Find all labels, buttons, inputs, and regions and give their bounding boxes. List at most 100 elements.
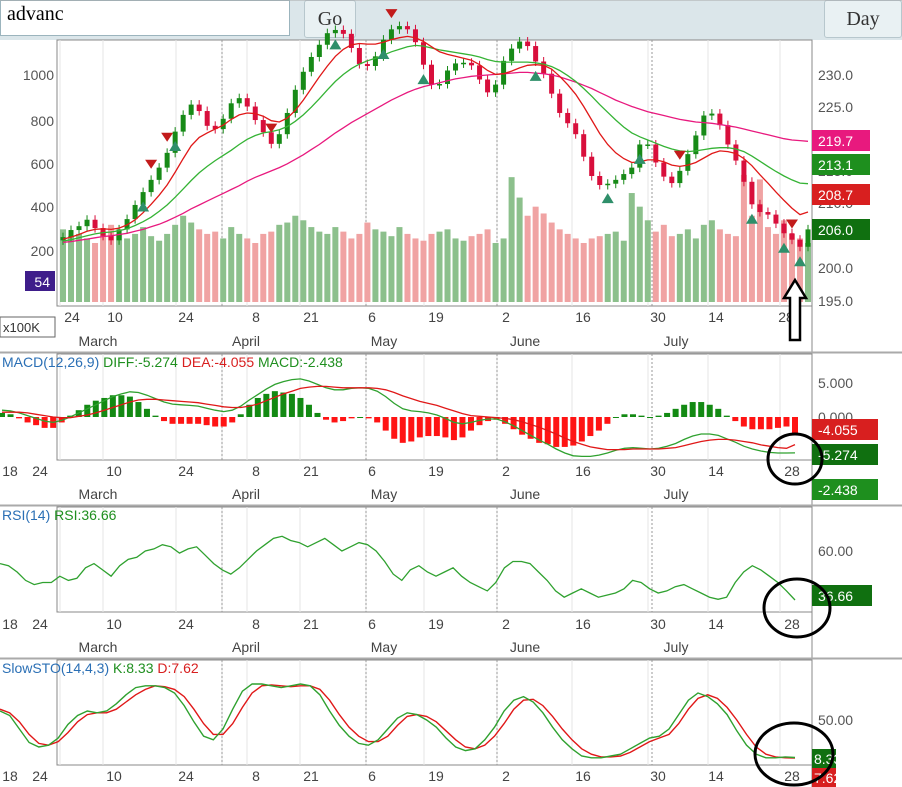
- macd-histogram-bar: [408, 417, 415, 442]
- volume-tick-label: 800: [31, 113, 55, 129]
- date-tick-label: 14: [708, 309, 724, 325]
- buy-signal-marker: [601, 193, 614, 204]
- stochastic-badge-value: 8.33: [814, 751, 841, 767]
- month-label: July: [664, 486, 689, 502]
- macd-lines: [1, 378, 796, 458]
- macd-histogram-bar: [425, 417, 432, 437]
- volume-bar: [788, 233, 795, 302]
- date-tick-label: 6: [368, 768, 376, 784]
- candle-body: [324, 33, 330, 45]
- macd-histogram-bar: [476, 417, 483, 426]
- volume-bar: [116, 233, 123, 302]
- macd-histogram-bar: [24, 417, 31, 423]
- date-tick-label: 18: [2, 463, 18, 479]
- macd-legend-item: DIFF:-5.274: [103, 354, 182, 370]
- macd-histogram-bar: [323, 417, 330, 420]
- macd-histogram-bar: [212, 417, 219, 427]
- macd-histogram-bar: [757, 417, 764, 430]
- volume-bar: [612, 231, 619, 302]
- date-tick-label: 24: [178, 768, 194, 784]
- candle-body: [420, 42, 426, 65]
- candle-body: [220, 118, 226, 130]
- date-tick-label: 8: [252, 616, 260, 632]
- macd-histogram-bar: [672, 408, 679, 417]
- date-tick-label: 6: [368, 309, 376, 325]
- month-label: May: [371, 333, 397, 349]
- volume-bar: [332, 227, 339, 302]
- go-button[interactable]: Go: [304, 0, 356, 38]
- volume-bar: [380, 231, 387, 302]
- macd-histogram-bar: [783, 417, 790, 427]
- volume-bar: [796, 238, 803, 302]
- candle-body: [469, 62, 475, 66]
- date-tick-label: 10: [106, 463, 122, 479]
- rsi-title: RSI(14): [2, 507, 54, 523]
- macd-histogram-bar: [7, 414, 14, 417]
- volume-bar: [316, 231, 323, 302]
- volume-bar: [196, 229, 203, 302]
- date-tick-label: 21: [303, 309, 319, 325]
- volume-bar: [548, 222, 555, 302]
- candle-body: [292, 89, 298, 113]
- date-tick-label: 21: [303, 463, 319, 479]
- volume-bar: [620, 240, 627, 302]
- candle-body: [557, 93, 563, 113]
- candle-body: [629, 167, 635, 175]
- date-tick-label: 19: [428, 616, 444, 632]
- volume-bar: [252, 242, 259, 302]
- date-tick-label: 14: [708, 463, 724, 479]
- stochastic-legend: SlowSTO(14,4,3) K:8.33 D:7.62: [2, 660, 199, 676]
- buy-signal-marker: [777, 242, 790, 253]
- macd-histogram-bar: [638, 415, 645, 417]
- candle-body: [156, 167, 162, 180]
- volume-bar: [292, 215, 299, 302]
- circle-annotation-macd: [766, 432, 824, 486]
- price-date-ticks: 24 10 24 8 21 6 19 2 16 30 14 28: [64, 309, 794, 325]
- macd-histogram-bar: [126, 396, 133, 417]
- macd-badge-box: [812, 479, 878, 500]
- macd-histogram-bar: [169, 417, 176, 424]
- candle-body: [244, 98, 250, 107]
- macd-histogram-bar: [92, 400, 99, 417]
- macd-histogram-bar: [340, 417, 347, 422]
- date-tick-label: 24: [178, 616, 194, 632]
- date-tick-label: 10: [107, 309, 123, 325]
- price-tick-label: 225.0: [818, 99, 853, 115]
- volume-bar: [572, 238, 579, 302]
- price-panel: 230.0225.0220.0215.0210.0205.0200.0195.0…: [0, 9, 870, 349]
- month-label: June: [510, 486, 541, 502]
- volume-bar: [260, 233, 267, 302]
- volume-bar: [660, 224, 667, 302]
- macd-histogram-bar: [740, 417, 747, 427]
- circle-annotation-rsi: [762, 577, 832, 639]
- candle-body: [92, 219, 98, 229]
- month-label: July: [664, 333, 689, 349]
- date-tick-label: 28: [784, 616, 800, 632]
- volume-bar: [556, 229, 563, 302]
- date-tick-label: 14: [708, 768, 724, 784]
- volume-bar: [204, 233, 211, 302]
- month-label: May: [371, 486, 397, 502]
- macd-histogram-bar: [706, 404, 713, 417]
- candle-body: [653, 144, 659, 163]
- toolbar: advanc Go Day: [0, 0, 902, 40]
- symbol-input[interactable]: advanc: [0, 0, 290, 36]
- candle-body: [461, 62, 467, 65]
- macd-histogram-bar: [237, 414, 244, 417]
- volume-bar: [236, 233, 243, 302]
- volume-bar: [188, 222, 195, 302]
- volume-bar: [476, 233, 483, 302]
- macd-histogram-bar: [570, 417, 577, 446]
- volume-bar: [604, 233, 611, 302]
- volume-bar: [132, 233, 139, 302]
- volume-flag: 54: [34, 274, 50, 290]
- volume-bar: [100, 231, 107, 302]
- macd-histogram-bar: [595, 417, 602, 431]
- date-tick-label: 10: [106, 768, 122, 784]
- rsi-badges: 36.66: [812, 585, 872, 606]
- candle-body: [733, 144, 739, 161]
- price-badge-box: [812, 154, 870, 175]
- stochastic-legend-item: D:7.62: [157, 660, 198, 676]
- rsi-badge-value: 36.66: [818, 588, 853, 604]
